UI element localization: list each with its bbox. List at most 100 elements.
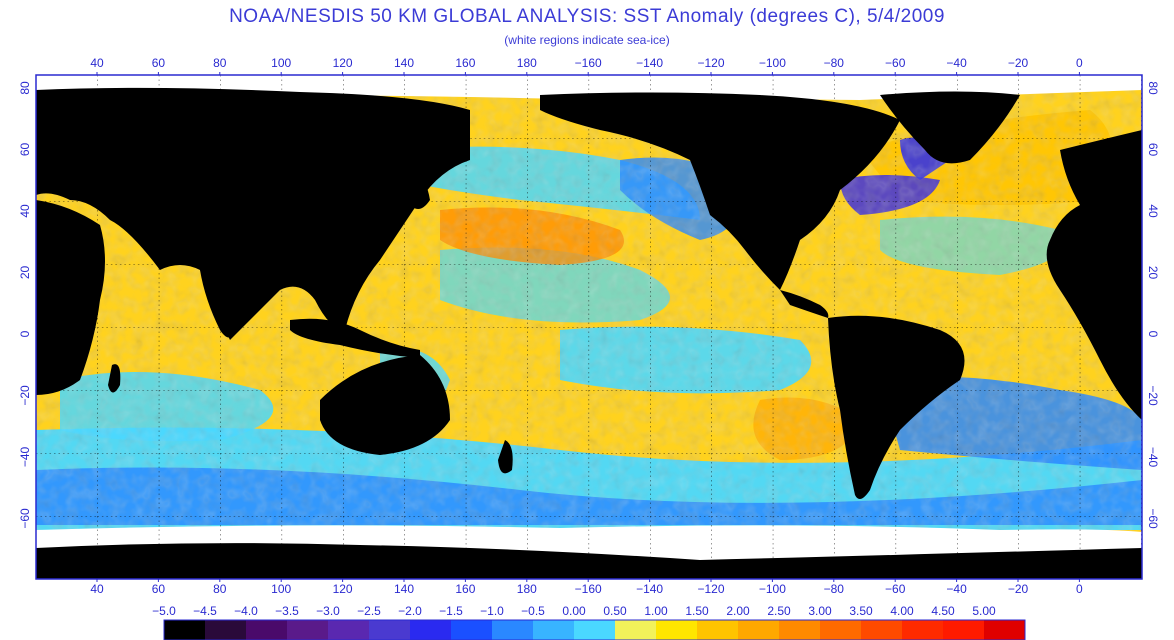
colorbar-swatch	[164, 620, 205, 640]
lon-label-top: 0	[1076, 56, 1083, 70]
lon-label-bottom: 100	[271, 582, 291, 596]
colorbar-label: 5.00	[972, 604, 996, 618]
lat-label-right: 20	[1146, 266, 1160, 280]
colorbar-swatch	[246, 620, 287, 640]
graticule	[36, 75, 1142, 579]
map-frame	[35, 74, 1143, 580]
lon-label-bottom: −100	[759, 582, 786, 596]
colorbar-label: 1.50	[685, 604, 709, 618]
longitude-labels-top: 40 60 80 100 120 140 160 180 −160 −140 −120 −100 −80…	[90, 56, 1083, 75]
colorbar-label: 4.00	[890, 604, 914, 618]
colorbar-label: −1.5	[439, 604, 463, 618]
lon-label-bottom: −40	[946, 582, 967, 596]
lon-label-bottom: 120	[333, 582, 353, 596]
lon-label-top: −80	[824, 56, 845, 70]
lon-label-top: −140	[636, 56, 663, 70]
lon-label-top: −40	[946, 56, 967, 70]
lon-label-top: −120	[697, 56, 724, 70]
colorbar-label: 3.50	[849, 604, 873, 618]
lon-label-top: −60	[885, 56, 906, 70]
colorbar-frame	[163, 619, 1026, 640]
lon-label-top: 160	[455, 56, 475, 70]
lon-label-bottom: 60	[152, 582, 166, 596]
lon-label-bottom: 160	[455, 582, 475, 596]
colorbar-swatch	[779, 620, 820, 640]
colorbar-label: −2.0	[398, 604, 422, 618]
colorbar-label: −1.0	[480, 604, 504, 618]
lat-label-left: 60	[18, 143, 32, 157]
lat-label-right: −20	[1146, 385, 1160, 406]
colorbar-swatch	[984, 620, 1025, 640]
colorbar-swatch	[697, 620, 738, 640]
colorbar-swatch	[902, 620, 943, 640]
colorbar-label: −3.5	[275, 604, 299, 618]
colorbar-swatch	[533, 620, 574, 640]
colorbar-label: −3.0	[316, 604, 340, 618]
colorbar-swatch	[328, 620, 369, 640]
colorbar-label: 2.50	[767, 604, 791, 618]
lon-label-bottom: −140	[636, 582, 663, 596]
colorbar-swatch	[451, 620, 492, 640]
lat-label-left: −60	[18, 508, 32, 529]
lat-label-right: −40	[1146, 447, 1160, 468]
lon-label-bottom: −160	[575, 582, 602, 596]
lon-label-top: −100	[759, 56, 786, 70]
colorbar-swatch	[574, 620, 615, 640]
colorbar-label: 1.00	[644, 604, 668, 618]
lat-label-left: 40	[18, 204, 32, 218]
lat-label-right: 40	[1146, 204, 1160, 218]
colorbar-labels: −5.0 −4.5 −4.0 −3.5 −3.0 −2.5 −2.0 −1.5 −1.0 −0.5…	[152, 604, 996, 618]
colorbar-label: −4.0	[234, 604, 258, 618]
lon-label-bottom: 140	[394, 582, 414, 596]
colorbar-swatch	[205, 620, 246, 640]
lat-label-left: 20	[18, 266, 32, 280]
colorbar-swatch	[943, 620, 984, 640]
lon-label-bottom: −20	[1008, 582, 1029, 596]
colorbar-label: 4.50	[931, 604, 955, 618]
lat-label-left: −40	[18, 446, 32, 467]
colorbar-swatch	[820, 620, 861, 640]
lon-label-bottom: 0	[1076, 582, 1083, 596]
lon-label-top: 100	[271, 56, 291, 70]
lon-label-bottom: 40	[90, 582, 104, 596]
lat-label-left: 80	[18, 81, 32, 95]
colorbar-label: −4.5	[193, 604, 217, 618]
lon-label-top: −20	[1008, 56, 1029, 70]
colorbar-swatch	[492, 620, 533, 640]
lon-label-top: −160	[575, 56, 602, 70]
lat-label-right: 80	[1146, 81, 1160, 95]
colorbar-swatch	[656, 620, 697, 640]
lat-label-right: 0	[1146, 331, 1160, 338]
lat-label-left: −20	[18, 385, 32, 406]
lon-label-top: 180	[517, 56, 537, 70]
latitude-labels-left: 80 60 40 20 0 −20 −40 −60	[18, 81, 32, 529]
colorbar-swatch	[410, 620, 451, 640]
lon-label-bottom: 180	[517, 582, 537, 596]
lon-label-bottom: −120	[697, 582, 724, 596]
colorbar-swatch	[287, 620, 328, 640]
colorbar-label: 0.50	[603, 604, 627, 618]
lon-label-top: 80	[213, 56, 227, 70]
lon-label-top: 120	[333, 56, 353, 70]
colorbar-swatch	[738, 620, 779, 640]
colorbar-swatch	[615, 620, 656, 640]
lat-label-right: −60	[1146, 508, 1160, 529]
lon-label-top: 60	[152, 56, 166, 70]
lon-label-top: 140	[394, 56, 414, 70]
lon-label-bottom: −60	[885, 582, 906, 596]
map-body	[36, 75, 1142, 579]
map-title: NOAA/NESDIS 50 KM GLOBAL ANALYSIS: SST A…	[229, 6, 945, 27]
colorbar-swatch	[369, 620, 410, 640]
lon-label-bottom: −80	[824, 582, 845, 596]
colorbar	[163, 619, 1026, 640]
lat-label-right: 60	[1146, 143, 1160, 157]
longitude-labels-bottom: 40 60 80 100 120 140 160 180 −160 −140 −120 −100 −80…	[90, 579, 1083, 596]
colorbar-label: 3.00	[808, 604, 832, 618]
lon-label-bottom: 80	[213, 582, 227, 596]
colorbar-label: 0.00	[562, 604, 586, 618]
lat-label-left: 0	[18, 330, 32, 337]
colorbar-swatch	[861, 620, 902, 640]
colorbar-label: 2.00	[726, 604, 750, 618]
map-subtitle: (white regions indicate sea-ice)	[504, 33, 670, 47]
